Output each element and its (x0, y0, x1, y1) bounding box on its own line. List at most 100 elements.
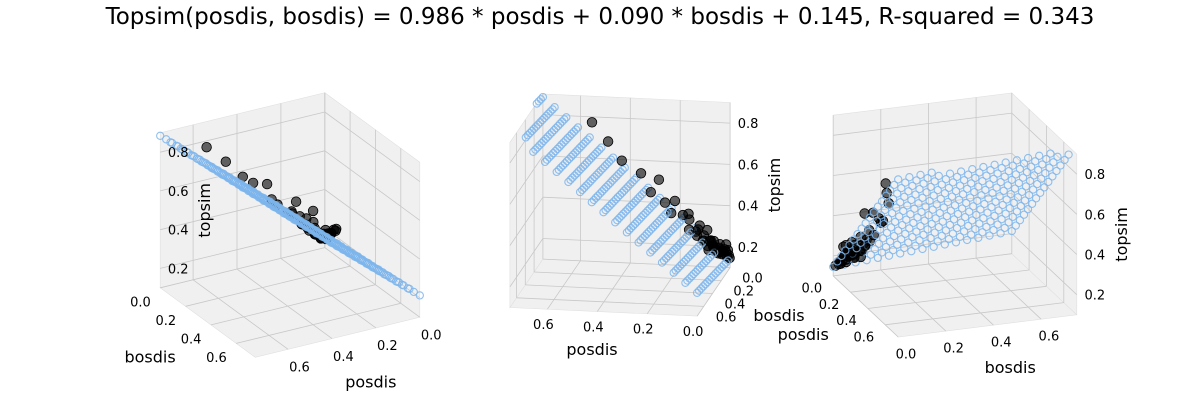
regression-plane-point (1015, 216, 1025, 225)
regression-plane-point (646, 225, 656, 234)
regression-plane-point (962, 198, 971, 208)
regression-plane-point (902, 215, 911, 224)
regression-plane-point (1023, 153, 1033, 163)
regression-plane-point (641, 208, 650, 218)
regression-plane-point (719, 260, 729, 269)
regression-plane-point (662, 231, 671, 240)
x-tick-label: 0.4 (836, 314, 857, 329)
regression-plane-point (657, 214, 666, 223)
regression-plane-point (586, 154, 596, 163)
regression-plane-point (647, 202, 656, 211)
gridline (160, 227, 325, 269)
regression-plane-point (914, 199, 923, 208)
y-tick-label: 0.6 (206, 351, 227, 366)
regression-plane-point (1004, 167, 1013, 176)
regression-plane-point (917, 207, 926, 217)
regression-plane-point (837, 251, 846, 261)
regression-plane-point (985, 180, 994, 189)
regression-plane-point (987, 203, 996, 212)
y-tick-label: 0.6 (1039, 330, 1060, 345)
regression-plane-point (909, 218, 918, 228)
regression-plane-point (948, 229, 958, 238)
regression-plane-point (595, 145, 604, 154)
x-tick-label: 0.4 (583, 320, 604, 335)
regression-plane-point (926, 233, 935, 243)
regression-plane-point (973, 196, 982, 205)
regression-plane-point (875, 225, 885, 234)
regression-plane-point (929, 191, 938, 200)
regression-plane-point (178, 145, 187, 154)
regression-plane-point (537, 139, 546, 148)
regression-plane-point (1045, 163, 1054, 172)
regression-plane-point (551, 123, 561, 133)
regression-plane-point (554, 165, 563, 174)
regression-plane-point (1001, 158, 1010, 167)
regression-plane-point (1033, 179, 1042, 189)
regression-plane-point (670, 245, 679, 254)
regression-plane-point (573, 123, 583, 132)
regression-plane-point (985, 231, 994, 240)
regression-plane-point (574, 167, 583, 176)
regression-plane-point (927, 168, 936, 177)
regression-plane-point (986, 217, 995, 226)
x-axis-label: posdis (778, 325, 829, 344)
regression-plane-point (405, 284, 414, 294)
regression-plane-point (1041, 169, 1050, 178)
regression-plane-point (980, 199, 989, 209)
regression-plane-point (156, 131, 165, 140)
regression-plane-point (626, 223, 636, 233)
regression-plane-point (190, 152, 199, 161)
regression-plane-point (664, 228, 673, 238)
regression-plane-point (597, 143, 606, 152)
regression-plane-point (708, 250, 717, 259)
regression-plane-point (884, 200, 894, 209)
regression-plane-point (905, 224, 914, 233)
regression-plane-point (575, 144, 584, 153)
regression-plane-point (628, 221, 638, 231)
gridline (509, 196, 544, 246)
regression-plane-point (617, 188, 627, 197)
regression-plane-point (661, 210, 670, 219)
regression-plane-point (899, 206, 908, 216)
regression-plane-point (697, 261, 707, 270)
regression-plane-point (936, 194, 945, 203)
regression-plane-point (915, 236, 924, 245)
regression-plane-point (922, 239, 931, 248)
data-point (602, 136, 614, 147)
regression-plane-point (364, 259, 373, 268)
regression-plane-point (672, 220, 682, 229)
regression-plane-point (521, 133, 530, 142)
regression-plane-point (894, 175, 903, 184)
regression-plane-point (1010, 184, 1020, 193)
gridline (547, 260, 581, 310)
regression-plane-point (628, 177, 637, 187)
regression-plane-point (333, 239, 342, 248)
regression-plane-point (650, 244, 659, 253)
regression-plane-point (976, 205, 985, 214)
regression-plane-point (624, 226, 634, 235)
regression-plane-point (600, 185, 609, 194)
regression-plane-point (631, 196, 640, 205)
y-tick-label: 0.2 (943, 341, 964, 356)
regression-plane-point (589, 151, 598, 161)
regression-plane-point (678, 236, 687, 246)
regression-plane-point (984, 194, 993, 203)
regression-plane-point (1016, 201, 1026, 211)
regression-plane-point (930, 177, 939, 186)
regression-plane-point (954, 195, 964, 204)
regression-plane-point (686, 251, 695, 260)
regression-plane-point (243, 183, 252, 193)
regression-plane-point (981, 185, 990, 195)
regression-plane-point (237, 180, 246, 189)
regression-plane-point (611, 195, 621, 204)
data-point (586, 117, 598, 128)
regression-plane-point (701, 257, 711, 266)
regression-plane-point (1034, 165, 1043, 175)
regression-plane-point (968, 165, 977, 174)
regression-plane-point (977, 191, 986, 200)
regression-plane-point (1036, 188, 1045, 197)
regression-plane-point (871, 230, 881, 240)
regression-plane-point (626, 180, 635, 189)
regression-plane-point (286, 210, 295, 219)
regression-plane-point (675, 262, 685, 271)
